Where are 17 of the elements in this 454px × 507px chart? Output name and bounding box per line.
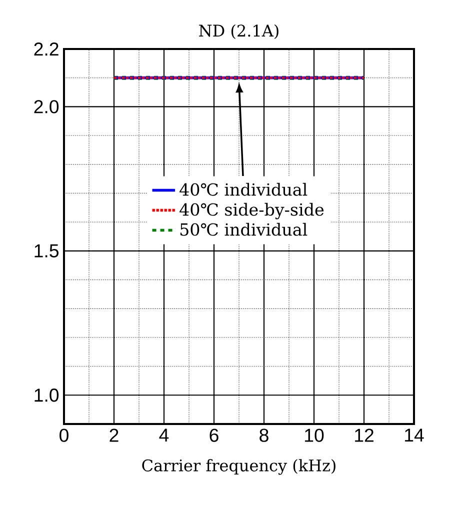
x-tick-label: 2 <box>110 428 118 442</box>
legend-label: 50℃ individual <box>180 222 308 236</box>
y-tick-label: 2.0 <box>34 100 59 114</box>
x-tick-label: 12 <box>355 428 374 442</box>
x-tick-label: 8 <box>260 428 268 442</box>
y-tick-label: 2.2 <box>34 42 58 56</box>
chart-title: ND (2.1A) <box>199 24 278 39</box>
x-tick-label: 10 <box>305 428 324 442</box>
legend-label: 40℃ individual <box>180 182 308 196</box>
y-tick-label: 1.0 <box>34 388 59 402</box>
legend-label: 40℃ side-by-side <box>180 202 324 220</box>
x-tick-label: 6 <box>210 428 218 442</box>
x-tick-label: 14 <box>405 428 424 442</box>
x-axis-title: Carrier frequency (kHz) <box>142 459 336 475</box>
x-tick-label: 0 <box>60 428 68 442</box>
y-tick-label: 1.5 <box>34 244 59 258</box>
x-tick-label: 4 <box>159 428 169 442</box>
